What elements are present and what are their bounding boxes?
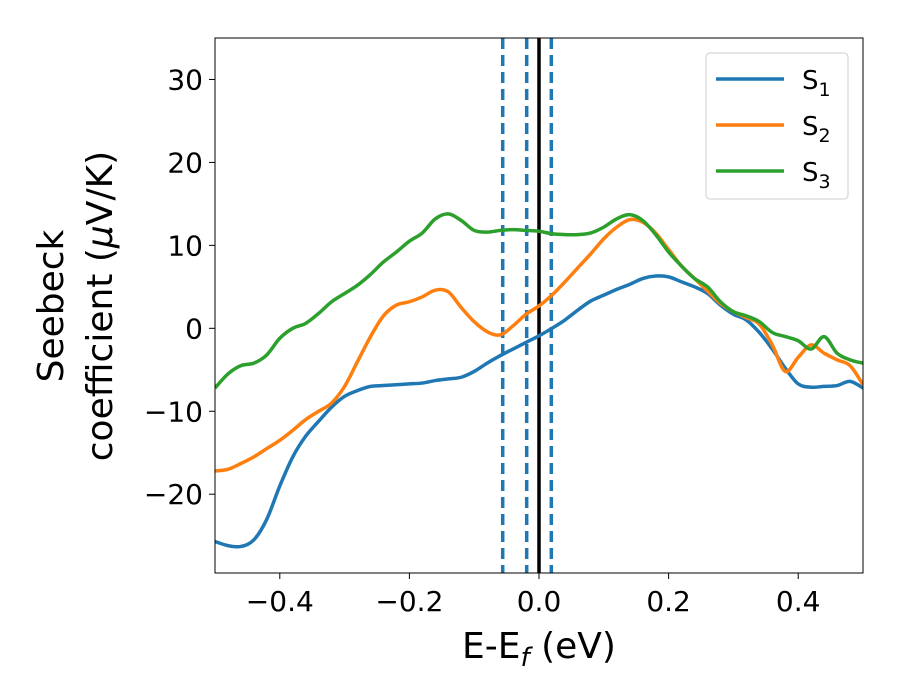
legend: S1 S2 S3 — [705, 52, 849, 200]
series-line-s1 — [215, 274, 863, 549]
x-tick-label: −0.2 — [375, 585, 443, 618]
series-line-s3 — [215, 212, 863, 390]
y-axis: −20 −10 0 10 20 30 — [144, 63, 215, 511]
x-axis-label-main: E-E — [462, 626, 520, 667]
x-axis-label: E-Ef (eV) — [462, 626, 616, 673]
y-tick-label: 10 — [167, 229, 203, 262]
legend-label-s3: S3 — [802, 158, 831, 193]
y-tick-label: −20 — [144, 478, 203, 511]
y-tick-label: −10 — [144, 395, 203, 428]
x-tick-label: 0.2 — [646, 585, 691, 618]
y-axis-label: Seebeck coefficient (μV/K) — [31, 151, 121, 461]
x-axis-label-unit: (eV) — [530, 626, 616, 667]
y-axis-label-line1: Seebeck — [31, 229, 72, 382]
series-layer — [215, 212, 863, 549]
x-tick-label: 0.0 — [517, 585, 562, 618]
y-tick-label: 0 — [185, 312, 203, 345]
x-tick-label: 0.4 — [776, 585, 821, 618]
x-tick-label: −0.4 — [246, 585, 314, 618]
y-axis-label-line2: coefficient (μV/K) — [80, 151, 121, 461]
legend-label-s2: S2 — [802, 112, 831, 147]
y-tick-label: 20 — [167, 146, 203, 179]
legend-label-s1: S1 — [802, 66, 831, 101]
y-tick-label: 30 — [167, 63, 203, 96]
x-axis: −0.4 −0.2 0.0 0.2 0.4 — [246, 573, 821, 618]
